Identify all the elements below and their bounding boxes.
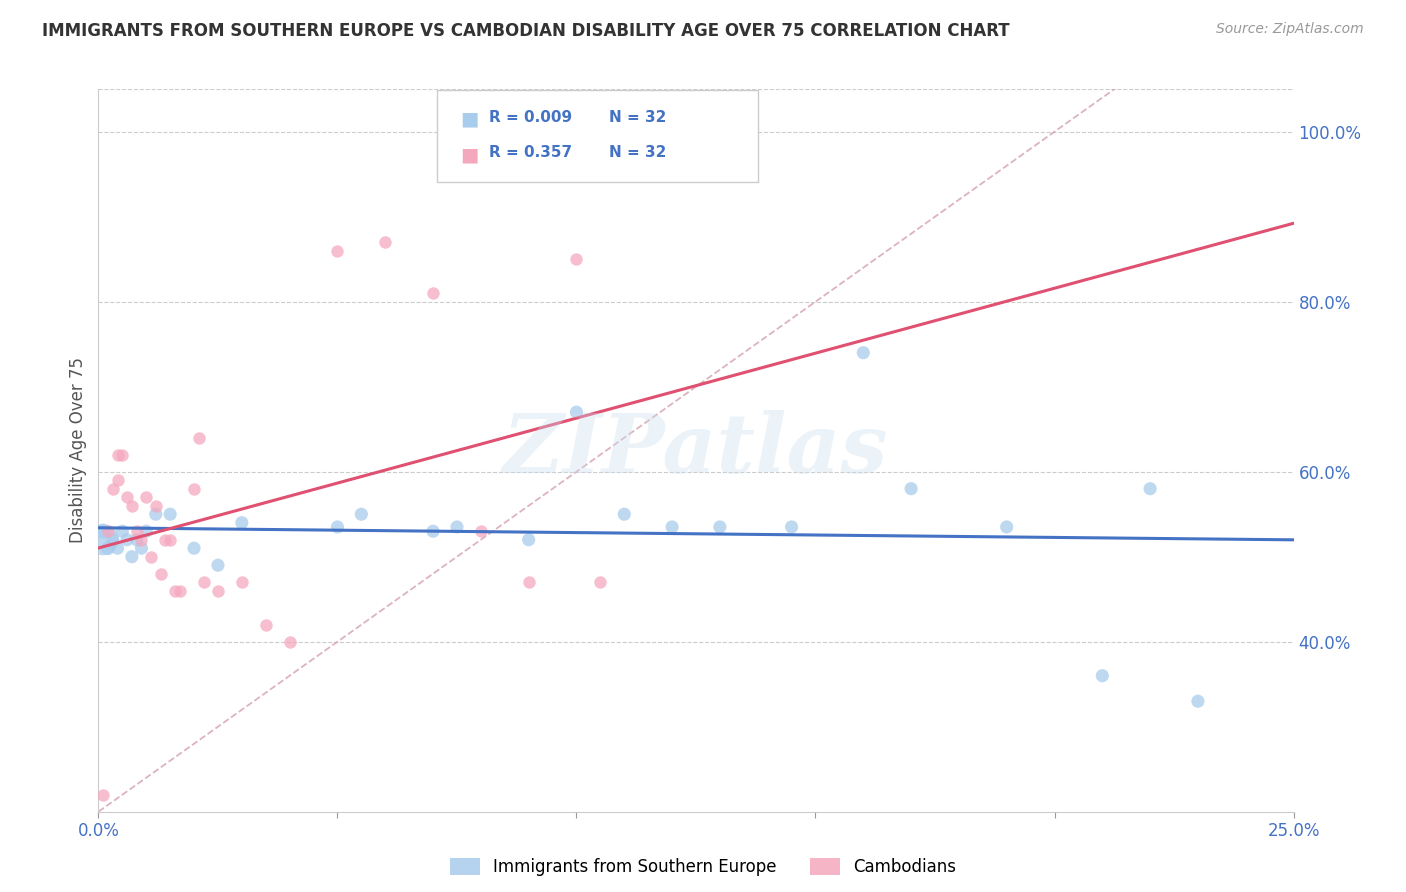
Point xyxy=(326,520,349,534)
Text: ■: ■ xyxy=(460,145,478,164)
Point xyxy=(187,431,209,445)
Point xyxy=(422,286,444,301)
Point xyxy=(135,490,157,504)
Point xyxy=(159,507,181,521)
Point xyxy=(517,533,540,547)
Point xyxy=(125,524,148,539)
Text: N = 32: N = 32 xyxy=(609,110,666,125)
Point xyxy=(183,482,205,496)
Point xyxy=(589,575,612,590)
Point xyxy=(91,533,114,547)
Point xyxy=(101,533,124,547)
Point xyxy=(107,541,129,556)
Point xyxy=(613,507,636,521)
Point xyxy=(517,575,540,590)
Text: ■: ■ xyxy=(460,110,478,128)
Point xyxy=(111,524,134,539)
Text: R = 0.009: R = 0.009 xyxy=(489,110,572,125)
Point xyxy=(107,473,129,487)
Point xyxy=(139,549,162,564)
Point xyxy=(207,583,229,598)
Point xyxy=(145,499,167,513)
Point xyxy=(278,634,301,648)
Point xyxy=(995,520,1018,534)
Point xyxy=(121,549,143,564)
Point xyxy=(1187,694,1209,708)
Text: N = 32: N = 32 xyxy=(609,145,666,161)
Point xyxy=(145,507,167,521)
Point xyxy=(115,490,138,504)
Point xyxy=(565,252,588,267)
Point xyxy=(149,566,172,581)
Point xyxy=(101,482,124,496)
Point xyxy=(1091,669,1114,683)
Point xyxy=(254,617,277,632)
Point xyxy=(121,499,143,513)
Point xyxy=(326,244,349,258)
Point xyxy=(565,405,588,419)
Point xyxy=(183,541,205,556)
Point xyxy=(91,788,114,802)
Y-axis label: Disability Age Over 75: Disability Age Over 75 xyxy=(69,358,87,543)
Point xyxy=(97,541,120,556)
Point xyxy=(350,507,373,521)
Point xyxy=(900,482,922,496)
Point xyxy=(163,583,186,598)
Point xyxy=(111,448,134,462)
Point xyxy=(231,575,253,590)
Point xyxy=(135,524,157,539)
Point xyxy=(159,533,181,547)
Point xyxy=(131,541,153,556)
Point xyxy=(125,533,148,547)
Point xyxy=(470,524,492,539)
Point xyxy=(193,575,215,590)
Point xyxy=(780,520,803,534)
Point xyxy=(155,533,177,547)
Point xyxy=(97,524,120,539)
Point xyxy=(709,520,731,534)
Point xyxy=(207,558,229,573)
Text: R = 0.357: R = 0.357 xyxy=(489,145,572,161)
Point xyxy=(169,583,191,598)
Point xyxy=(374,235,396,250)
Point xyxy=(852,345,875,359)
Point xyxy=(446,520,468,534)
Point xyxy=(107,448,129,462)
Text: Source: ZipAtlas.com: Source: ZipAtlas.com xyxy=(1216,22,1364,37)
Text: ZIPatlas: ZIPatlas xyxy=(503,410,889,491)
Point xyxy=(91,524,114,539)
Point xyxy=(422,524,444,539)
Point xyxy=(115,533,138,547)
Point xyxy=(131,533,153,547)
Legend: Immigrants from Southern Europe, Cambodians: Immigrants from Southern Europe, Cambodi… xyxy=(443,852,963,883)
Point xyxy=(231,516,253,530)
Point xyxy=(661,520,683,534)
Point xyxy=(1139,482,1161,496)
Text: IMMIGRANTS FROM SOUTHERN EUROPE VS CAMBODIAN DISABILITY AGE OVER 75 CORRELATION : IMMIGRANTS FROM SOUTHERN EUROPE VS CAMBO… xyxy=(42,22,1010,40)
